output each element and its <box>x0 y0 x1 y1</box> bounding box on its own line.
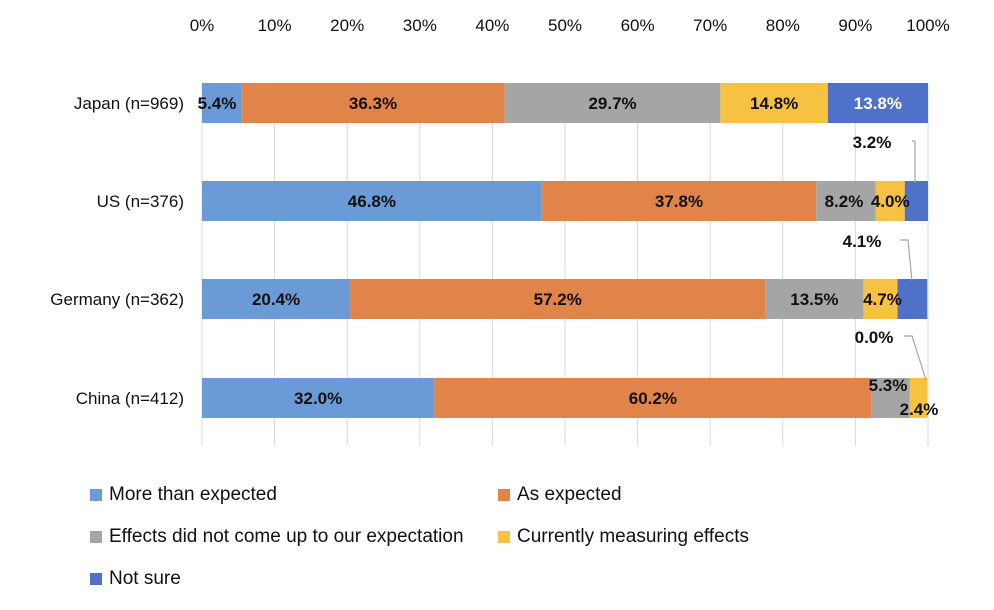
legend-item: Not sure <box>90 568 181 590</box>
bar-segment <box>202 279 351 319</box>
data-label: 37.8% <box>655 192 703 211</box>
data-label: 13.5% <box>790 290 838 309</box>
category-label: China (n=412) <box>76 389 184 408</box>
bar-segment <box>871 378 910 418</box>
bar-segment <box>816 181 876 221</box>
bar-segment <box>241 83 505 123</box>
bar-segment <box>863 279 898 319</box>
data-label: 8.2% <box>825 192 864 211</box>
legend-item: Currently measuring effects <box>498 526 749 548</box>
data-label: 29.7% <box>588 94 636 113</box>
legend-label: Effects did not come up to our expectati… <box>109 526 464 547</box>
data-label: 5.4% <box>198 94 237 113</box>
bar-segment <box>350 279 766 319</box>
category-label: Germany (n=362) <box>50 290 184 309</box>
data-label: 0.0% <box>855 328 894 347</box>
legend-swatch <box>90 531 102 543</box>
data-label: 4.1% <box>843 232 882 251</box>
category-label: US (n=376) <box>97 192 184 211</box>
category-label: Japan (n=969) <box>74 94 184 113</box>
data-label: 14.8% <box>750 94 798 113</box>
data-label: 60.2% <box>629 389 677 408</box>
data-label: 13.8% <box>854 94 902 113</box>
data-label: 46.8% <box>348 192 396 211</box>
legend-item: Effects did not come up to our expectati… <box>90 526 464 548</box>
x-tick-label: 40% <box>475 16 509 35</box>
legend-item: As expected <box>498 484 622 506</box>
x-tick-label: 90% <box>838 16 872 35</box>
bar-segment <box>202 378 435 418</box>
legend-swatch <box>90 489 102 501</box>
x-tick-label: 100% <box>906 16 949 35</box>
legend-label: As expected <box>517 484 622 505</box>
legend-item: More than expected <box>90 484 277 506</box>
bar-segment <box>909 378 928 418</box>
bar-segment <box>904 181 928 221</box>
x-tick-label: 20% <box>330 16 364 35</box>
x-tick-label: 70% <box>693 16 727 35</box>
x-tick-label: 60% <box>621 16 655 35</box>
leader-line <box>900 239 913 282</box>
legend-swatch <box>498 531 510 543</box>
x-tick-label: 0% <box>190 16 215 35</box>
bar-segment <box>202 181 542 221</box>
x-tick-label: 50% <box>548 16 582 35</box>
bar-segment <box>875 181 905 221</box>
leader-line <box>904 335 927 381</box>
stacked-bar-chart: 0% 10% 20% 30% 40% 50% 60% 70% 80% 90% 100% Japan (… <box>50 16 950 446</box>
data-label: 20.4% <box>252 290 300 309</box>
bar-segment <box>434 378 872 418</box>
x-tick-label: 10% <box>258 16 292 35</box>
bar-segment <box>202 83 242 123</box>
legend-label: Currently measuring effects <box>517 526 749 547</box>
legend-label: Not sure <box>109 568 181 589</box>
bar-segment <box>504 83 721 123</box>
x-tick-label: 30% <box>403 16 437 35</box>
data-label: 3.2% <box>853 133 892 152</box>
data-label: 4.0% <box>871 192 910 211</box>
data-label: 5.3% <box>869 376 908 395</box>
bar-segment <box>720 83 828 123</box>
x-tick-label: 80% <box>766 16 800 35</box>
data-label: 4.7% <box>863 290 902 309</box>
data-label: 2.4% <box>900 400 939 419</box>
legend-label: More than expected <box>109 484 277 505</box>
leader-line <box>912 140 916 183</box>
legend-swatch <box>498 489 510 501</box>
bar-segment <box>541 181 817 221</box>
data-label: 57.2% <box>534 290 582 309</box>
data-label: 36.3% <box>349 94 397 113</box>
bar-segment <box>897 279 928 319</box>
bar-segment <box>827 83 928 123</box>
legend-swatch <box>90 573 102 585</box>
bar-segment <box>765 279 864 319</box>
data-label: 32.0% <box>294 389 342 408</box>
